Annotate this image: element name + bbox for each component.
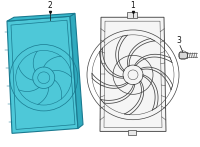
Polygon shape [7, 13, 75, 21]
Polygon shape [100, 17, 166, 131]
Text: 2: 2 [48, 1, 52, 10]
Polygon shape [70, 13, 83, 128]
FancyBboxPatch shape [128, 130, 136, 135]
Text: 3: 3 [177, 36, 181, 45]
Polygon shape [7, 16, 78, 133]
FancyBboxPatch shape [179, 52, 187, 58]
Text: 1: 1 [131, 1, 135, 10]
FancyBboxPatch shape [127, 12, 137, 18]
